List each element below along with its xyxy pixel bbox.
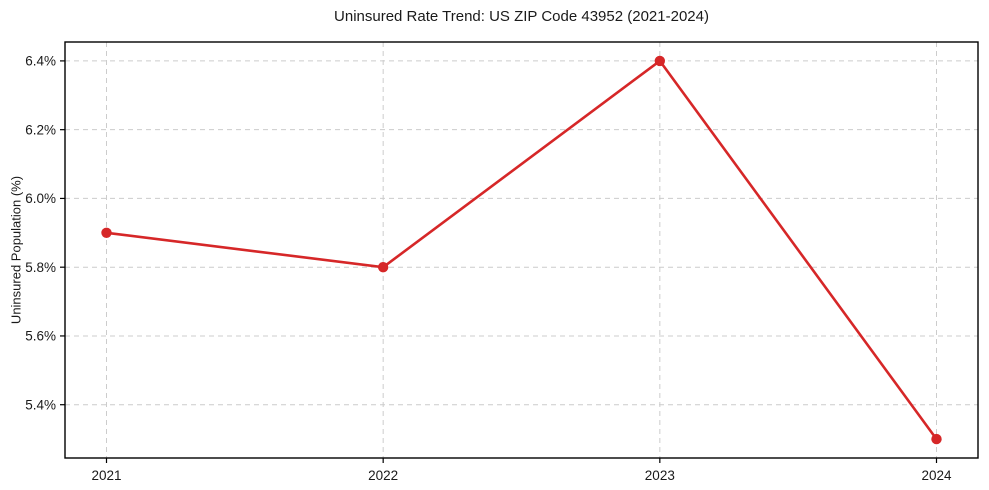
x-tick-label: 2021 bbox=[91, 468, 121, 483]
data-point-2022 bbox=[377, 261, 389, 273]
data-point-2021 bbox=[101, 227, 112, 239]
plot-area: 5.4% 5.6% 5.8% 6.0% 6.2% 6.4% 2021 2022 2023 2024 bbox=[25, 41, 979, 483]
y-axis-label: Uninsured Population (%) bbox=[8, 175, 24, 325]
y-tick-label: 5.8% bbox=[25, 260, 56, 275]
y-tick-label: 6.2% bbox=[25, 122, 56, 137]
y-tick-label: 6.4% bbox=[25, 54, 56, 69]
x-tick-label: 2023 bbox=[645, 468, 675, 483]
axes-border bbox=[64, 41, 979, 459]
chart-title: Uninsured Rate Trend: US ZIP Code 43952 … bbox=[334, 8, 709, 25]
data-point-2024 bbox=[931, 433, 942, 445]
y-tick-label: 5.4% bbox=[25, 397, 56, 412]
x-tick-label: 2024 bbox=[921, 468, 952, 483]
trend-line bbox=[105, 59, 938, 441]
y-tick-label: 6.0% bbox=[25, 191, 56, 206]
data-point-2023 bbox=[654, 55, 666, 67]
x-tick-label: 2022 bbox=[368, 468, 398, 483]
y-tick-label: 5.6% bbox=[25, 329, 56, 344]
